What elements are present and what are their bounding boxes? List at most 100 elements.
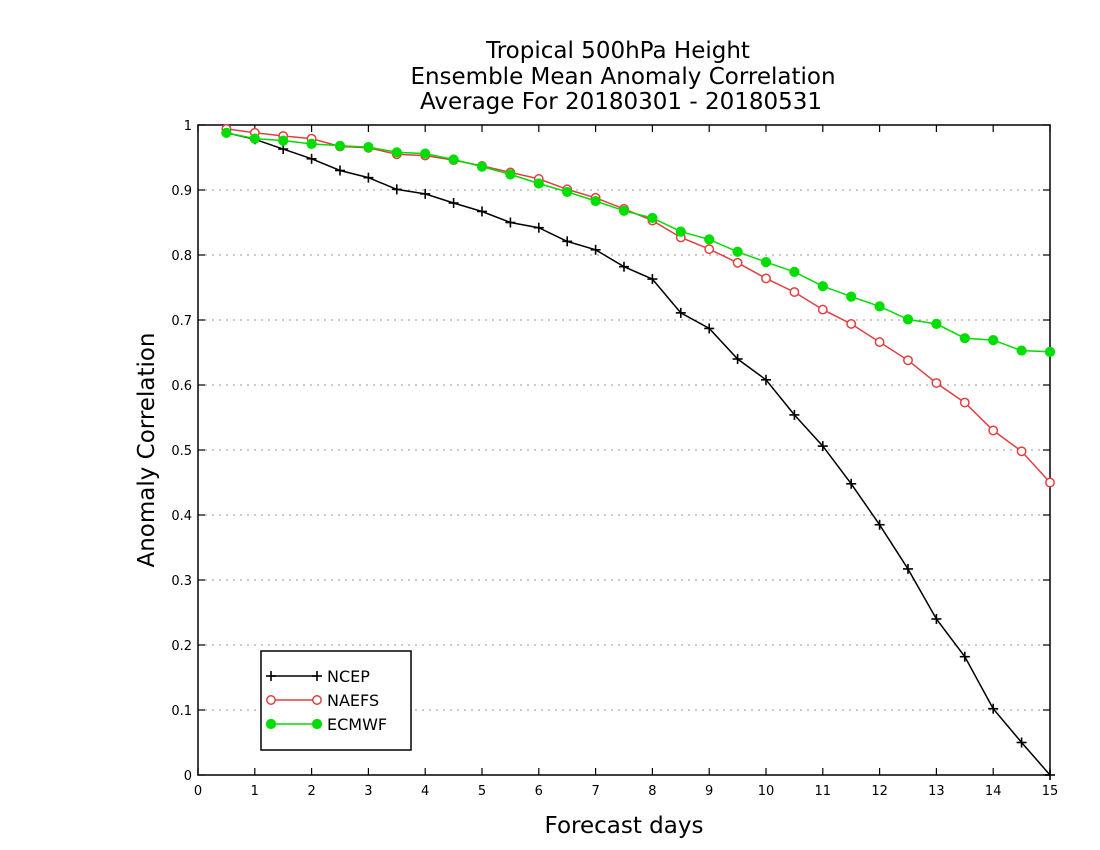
data-point: [931, 378, 942, 388]
data-point: [846, 478, 857, 489]
series-group: [221, 123, 1056, 780]
data-point: [266, 671, 276, 681]
data-point: [931, 318, 942, 329]
data-point: [335, 165, 345, 176]
x-tick-label: 1: [251, 784, 259, 799]
data-point: [903, 563, 913, 574]
data-point: [448, 154, 459, 165]
data-point: [265, 718, 277, 730]
y-tick-label: 0.1: [171, 704, 192, 719]
data-point: [817, 441, 828, 452]
data-point: [988, 425, 999, 436]
data-point: [789, 409, 800, 420]
y-tick-label: 1: [184, 119, 192, 134]
data-point: [363, 172, 374, 183]
data-point: [533, 222, 544, 233]
data-point: [704, 244, 715, 255]
data-point: [505, 169, 516, 180]
data-point: [647, 274, 658, 285]
chart-title-line-1: Tropical 500hPa Height: [485, 38, 750, 64]
data-point: [618, 205, 630, 216]
series-ecmwf: [221, 127, 1056, 357]
chart-title-line-2: Ensemble Mean Anomaly Correlation: [410, 64, 835, 90]
data-point: [1045, 770, 1055, 780]
x-tick-label: 12: [871, 784, 888, 799]
chart-title-line-3: Average For 20180301 - 20180531: [420, 89, 822, 115]
legend: NCEP NAEFS ECMWF: [260, 650, 412, 751]
x-tick-label: 9: [705, 784, 713, 799]
data-point: [306, 138, 317, 149]
axis-ticks: 00.10.20.30.40.50.60.70.80.910 1 2 3 4 5 6 7 8 9 1…: [171, 119, 1058, 799]
data-point: [675, 226, 686, 237]
data-point: [562, 186, 573, 198]
data-point: [732, 257, 743, 268]
data-point: [448, 198, 459, 208]
data-point: [363, 142, 374, 153]
data-point: [931, 614, 942, 624]
data-point: [420, 188, 431, 199]
data-point: [874, 337, 885, 348]
legend-label: NAEFS: [327, 691, 379, 710]
series-naefs: [221, 123, 1055, 488]
data-point: [391, 184, 402, 195]
data-point: [311, 718, 323, 730]
y-axis-label: Anomaly Correlation: [134, 332, 160, 567]
y-tick-label: 0.9: [171, 184, 192, 199]
y-tick-label: 0.4: [171, 509, 192, 524]
data-point: [903, 355, 913, 366]
data-point: [476, 161, 488, 172]
data-point: [562, 236, 573, 247]
y-tick-label: 0.8: [171, 249, 192, 264]
data-point: [420, 148, 431, 159]
data-point: [902, 314, 914, 325]
x-tick-label: 0: [194, 784, 202, 799]
legend-item-ecmwf: ECMWF: [265, 715, 387, 734]
x-tick-label: 15: [1042, 784, 1059, 799]
legend-item-ncep: NCEP: [266, 667, 370, 686]
x-tick-label: 3: [364, 784, 372, 799]
x-tick-label: 13: [928, 784, 945, 799]
y-tick-label: 0: [184, 769, 192, 784]
data-point: [846, 291, 857, 302]
data-point: [846, 318, 857, 329]
x-tick-label: 14: [985, 784, 1002, 799]
data-point: [1045, 477, 1055, 488]
data-point: [306, 153, 317, 164]
data-point: [619, 261, 629, 272]
series-line: [226, 128, 1051, 484]
data-point: [988, 703, 999, 714]
y-tick-label: 0.5: [171, 444, 192, 459]
x-tick-label: 6: [535, 784, 543, 799]
data-point: [789, 266, 800, 277]
data-point: [249, 133, 260, 144]
series-ncep: [221, 127, 1055, 780]
legend-item-naefs: NAEFS: [266, 691, 379, 710]
x-tick-label: 4: [421, 784, 429, 799]
data-point: [988, 335, 999, 346]
data-point: [817, 304, 828, 315]
x-axis-label: Forecast days: [545, 813, 704, 839]
data-point: [334, 140, 346, 151]
data-point: [761, 273, 771, 284]
data-point: [760, 257, 772, 268]
data-point: [505, 217, 516, 228]
legend-label: NCEP: [327, 667, 370, 686]
data-point: [789, 287, 800, 297]
data-point: [761, 374, 771, 385]
y-tick-label: 0.7: [171, 314, 192, 329]
data-point: [1044, 346, 1056, 357]
data-point: [732, 246, 743, 257]
legend-label: ECMWF: [327, 715, 387, 734]
data-point: [221, 127, 232, 138]
data-point: [874, 519, 885, 530]
data-point: [391, 147, 402, 158]
x-tick-label: 10: [758, 784, 775, 799]
data-point: [312, 695, 322, 705]
data-point: [590, 244, 601, 255]
y-tick-label: 0.2: [171, 639, 192, 654]
series-line: [226, 132, 1051, 776]
data-point: [1016, 737, 1027, 748]
x-tick-label: 2: [307, 784, 315, 799]
data-point: [704, 234, 715, 245]
